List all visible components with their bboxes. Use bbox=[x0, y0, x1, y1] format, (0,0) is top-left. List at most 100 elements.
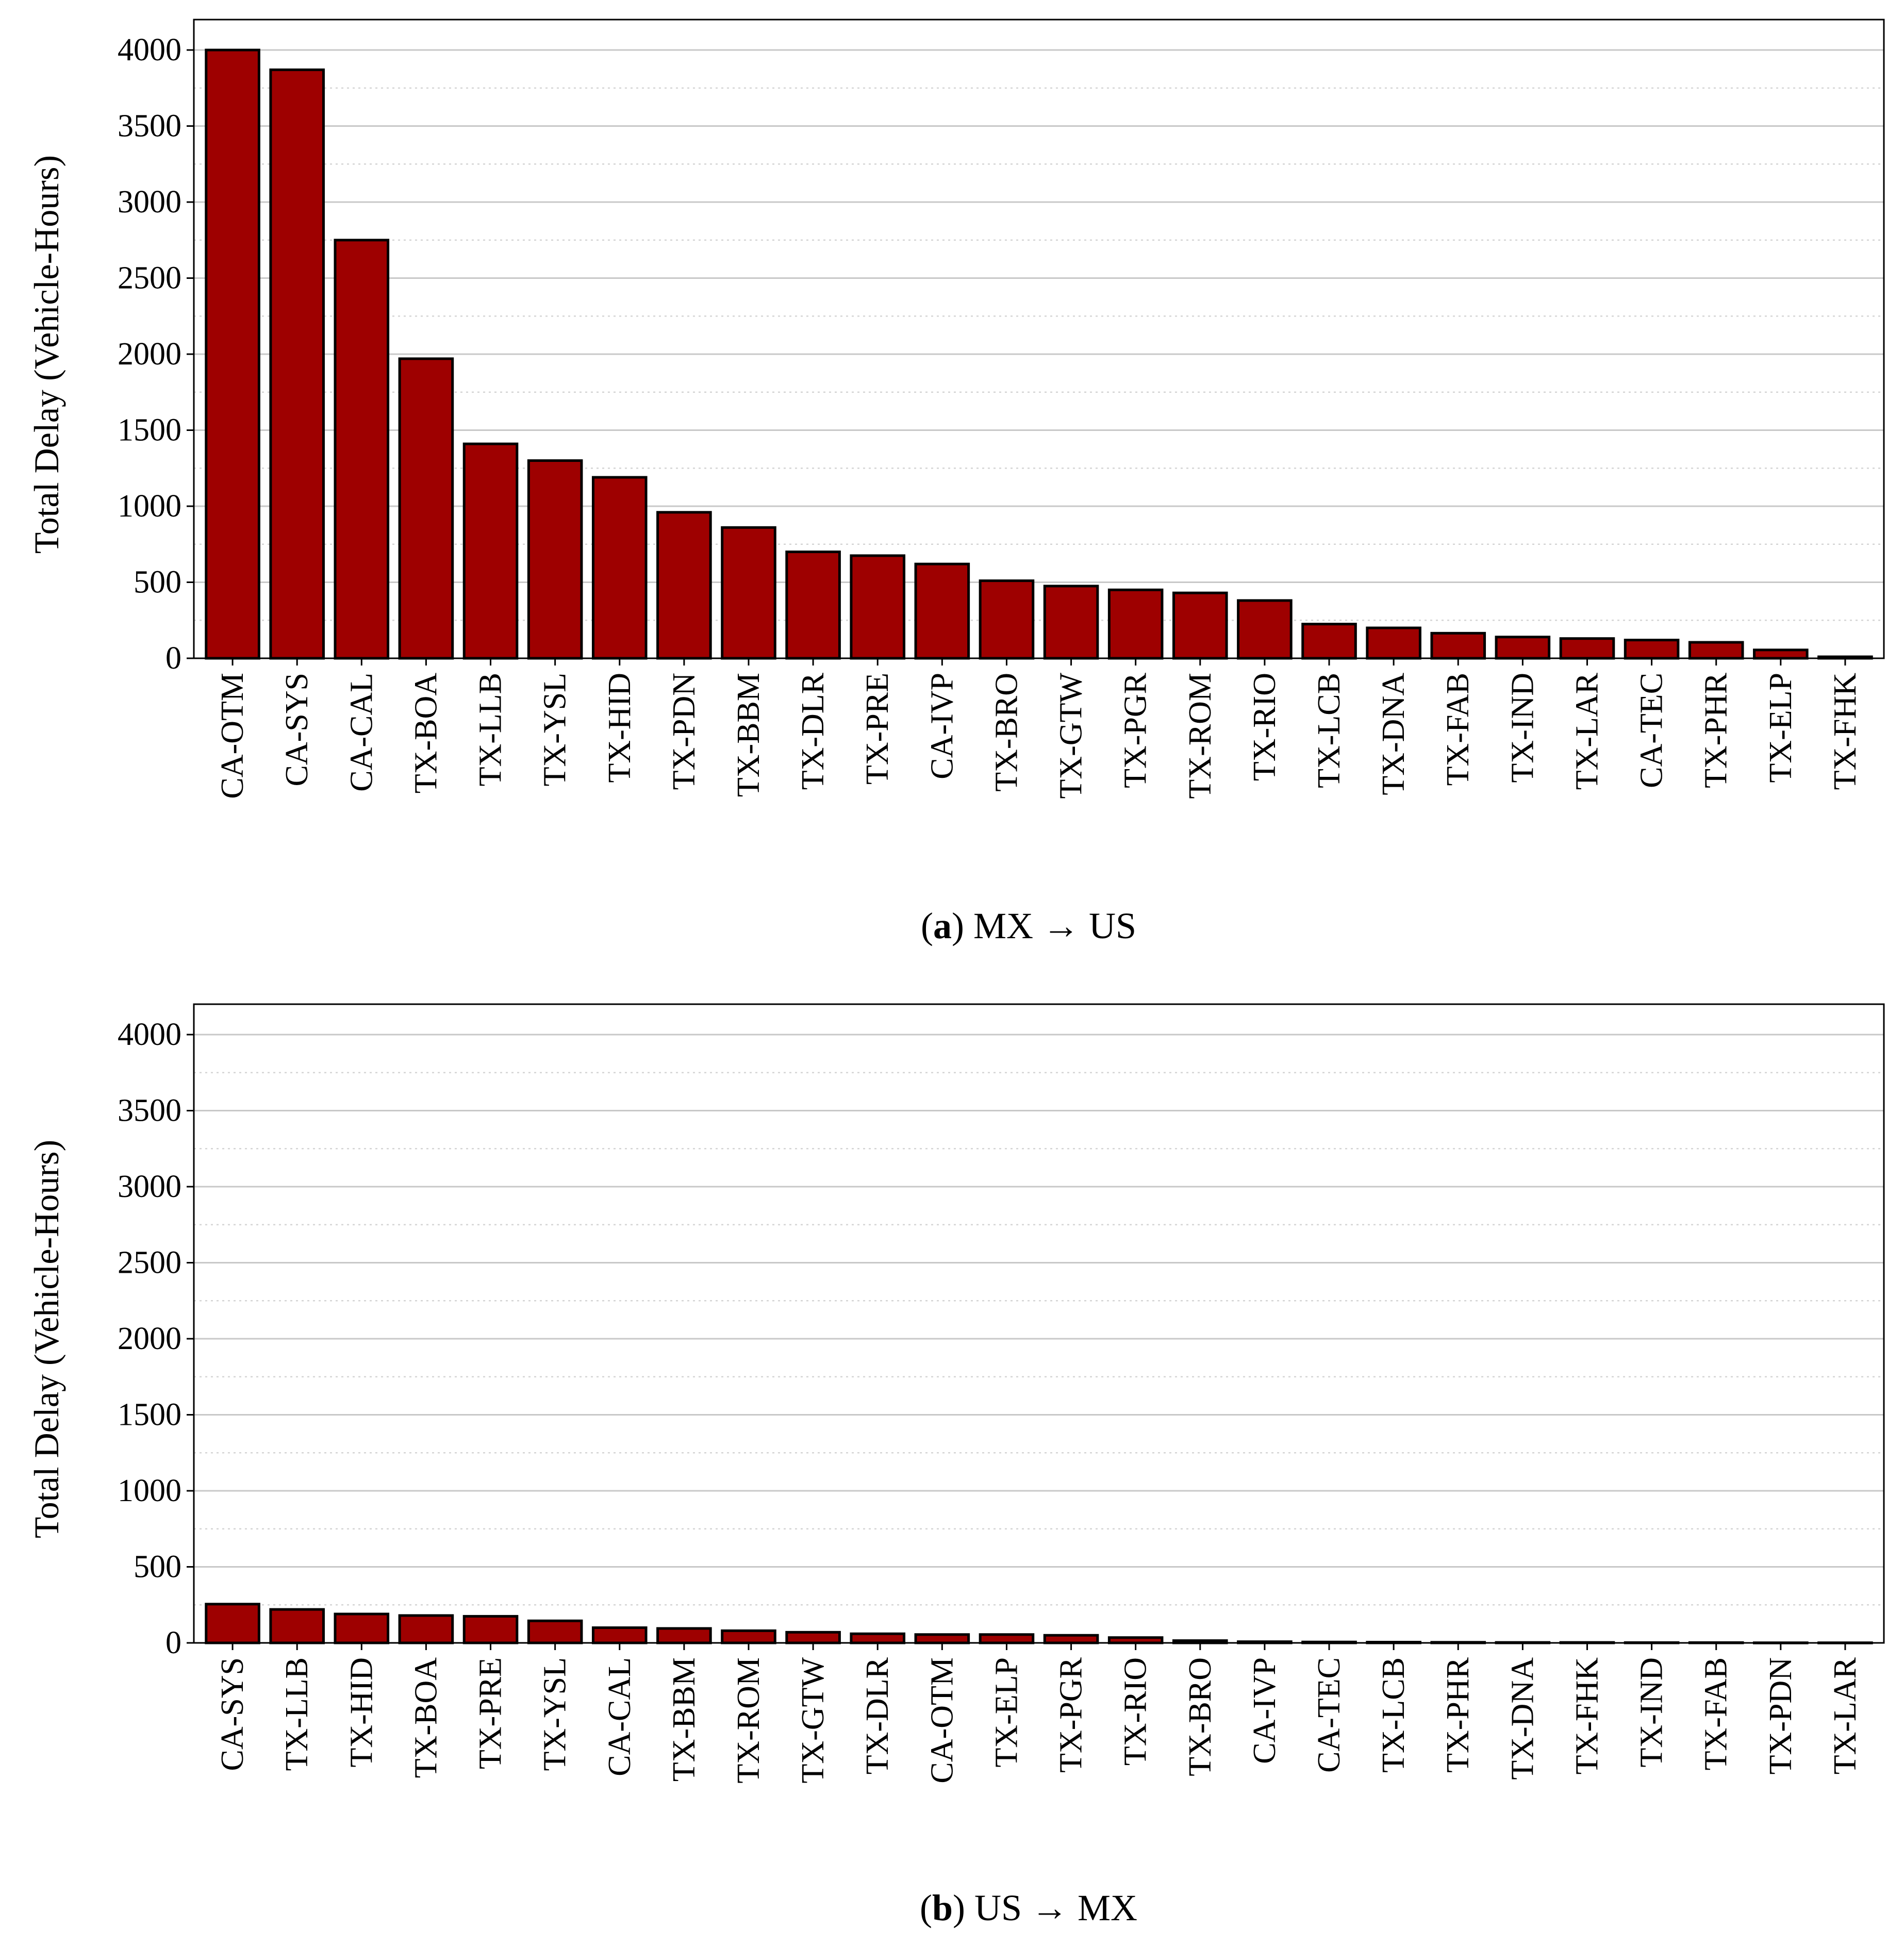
x-tick-label: TX-PRE bbox=[860, 673, 895, 785]
x-tick-label: TX-DLR bbox=[860, 1657, 895, 1774]
x-tick-label: TX-DNA bbox=[1505, 1657, 1540, 1780]
bar-ca-otm bbox=[205, 48, 260, 660]
y-tick-label: 3500 bbox=[118, 109, 181, 144]
x-tick-label: TX-HID bbox=[602, 673, 637, 783]
bar-tx-ind bbox=[1495, 636, 1551, 660]
chart-panel-a: CA-OTM CA-SYS CA-CAL TX-BOA TX-LLB TX-YSL TX-H… bbox=[27, 19, 1885, 946]
y-tick-label: 4000 bbox=[118, 1017, 181, 1052]
x-tick-label: TX-LCB bbox=[1312, 673, 1347, 788]
bar-tx-dlr bbox=[850, 1632, 906, 1644]
x-tick-labels: CA-OTM CA-SYS CA-CAL TX-BOA TX-LLB TX-YSL TX-H… bbox=[215, 658, 1863, 799]
bar-ca-sys bbox=[269, 68, 325, 660]
bar-tx-pgr bbox=[1043, 1634, 1099, 1644]
x-tick-label: TX-ELP bbox=[1763, 673, 1798, 783]
x-tick-label: CA-SYS bbox=[215, 1657, 250, 1771]
x-tick-label: TX-FHK bbox=[1569, 1657, 1604, 1775]
bar-tx-llb bbox=[269, 1608, 325, 1644]
x-tick-label: CA-TEC bbox=[1634, 673, 1669, 788]
x-tick-label: TX-DNA bbox=[1376, 673, 1411, 795]
y-tick-label: 2000 bbox=[118, 1321, 181, 1356]
x-tick-label: TX-PRE bbox=[473, 1657, 508, 1769]
x-tick-label: TX-PGR bbox=[1054, 1657, 1089, 1773]
x-tick-label: CA-IVP bbox=[1247, 1657, 1282, 1764]
x-tick-labels: CA-SYS TX-LLB TX-HID TX-BOA TX-PRE TX-YSL CA-C… bbox=[215, 1643, 1863, 1784]
x-tick-label: TX-LLB bbox=[279, 1657, 314, 1771]
bar-tx-rom bbox=[721, 1629, 776, 1644]
x-tick-label: TX-LCB bbox=[1376, 1657, 1411, 1773]
x-tick-label: TX-HID bbox=[344, 1657, 379, 1768]
bar-tx-llb bbox=[462, 442, 519, 660]
y-tick-label: 0 bbox=[165, 1625, 181, 1660]
bar-tx-rom bbox=[1172, 591, 1228, 660]
panel-caption: (a) MX → US bbox=[921, 905, 1136, 946]
bar-tx-rio bbox=[1107, 1636, 1164, 1644]
bar-tx-bbm bbox=[721, 526, 776, 660]
bar-tx-elp bbox=[979, 1633, 1035, 1644]
plot-frame bbox=[193, 19, 1885, 659]
x-tick-label: TX-DLR bbox=[796, 672, 831, 790]
y-tick-label: 0 bbox=[165, 641, 181, 676]
plot-frame bbox=[193, 1003, 1885, 1644]
bar-ca-cal bbox=[334, 239, 390, 660]
chart-panel-b: CA-SYS TX-LLB TX-HID TX-BOA TX-PRE TX-YSL CA-C… bbox=[27, 1003, 1885, 1928]
x-tick-label: TX-ROM bbox=[731, 1657, 766, 1784]
x-tick-label: CA-CAL bbox=[344, 673, 379, 792]
x-tick-label: TX-LLB bbox=[473, 673, 508, 786]
bars bbox=[205, 48, 1873, 660]
x-tick-label: TX-YSL bbox=[538, 1657, 573, 1771]
y-axis-title: Total Delay (Vehicle-Hours) bbox=[27, 155, 66, 554]
x-tick-label: TX-PHR bbox=[1699, 672, 1734, 788]
bars bbox=[205, 1603, 1873, 1644]
bar-tx-ysl bbox=[527, 1619, 583, 1644]
bar-tx-lar bbox=[1559, 637, 1615, 660]
bar-ca-sys bbox=[205, 1603, 260, 1644]
y-tick-label: 2000 bbox=[118, 337, 181, 372]
panel-label: a bbox=[933, 905, 952, 946]
grid bbox=[194, 49, 1884, 621]
grid bbox=[194, 1034, 1884, 1606]
x-tick-label: TX-PDN bbox=[1763, 1657, 1798, 1774]
y-tick-label: 1500 bbox=[118, 413, 181, 448]
bar-tx-boa bbox=[398, 357, 454, 660]
bar-tx-bro bbox=[979, 579, 1035, 660]
bar-tx-rio bbox=[1237, 599, 1293, 660]
x-tick-label: CA-SYS bbox=[279, 673, 314, 787]
y-tick-label: 500 bbox=[134, 565, 181, 600]
x-tick-label: CA-OTM bbox=[924, 1657, 959, 1784]
x-tick-label: TX-RIO bbox=[1247, 673, 1282, 781]
x-tick-label: TX-PDN bbox=[667, 673, 702, 790]
panel-caption: (b) US → MX bbox=[920, 1887, 1137, 1928]
x-tick-label: TX-LAR bbox=[1569, 672, 1604, 790]
y-tick-label: 3000 bbox=[118, 1169, 181, 1204]
bar-ca-ivp bbox=[914, 562, 970, 660]
x-tick-label: TX-BOA bbox=[408, 673, 443, 793]
x-tick-label: TX-BOA bbox=[408, 1657, 443, 1778]
bar-ca-cal bbox=[591, 1626, 648, 1644]
y-axis-title: Total Delay (Vehicle-Hours) bbox=[27, 1140, 66, 1538]
x-tick-label: TX-FAB bbox=[1699, 1657, 1734, 1770]
y-tick-label: 3000 bbox=[118, 185, 181, 220]
x-tick-label: CA-CAL bbox=[602, 1657, 637, 1776]
y-axis: 0 500 1000 1500 2000 2500 3000 3500 4000 bbox=[118, 1017, 194, 1660]
x-tick-label: TX-IND bbox=[1634, 1657, 1669, 1768]
bar-tx-pre bbox=[462, 1615, 519, 1644]
y-tick-label: 1000 bbox=[118, 489, 181, 524]
bar-tx-elp bbox=[1753, 648, 1809, 660]
bar-tx-pdn bbox=[656, 511, 712, 660]
x-tick-label: TX-BRO bbox=[1183, 1657, 1218, 1776]
bar-tx-pre bbox=[850, 554, 906, 660]
y-tick-label: 3500 bbox=[118, 1093, 181, 1128]
bar-tx-phr bbox=[1688, 641, 1744, 660]
y-tick-label: 500 bbox=[134, 1550, 181, 1585]
x-tick-label: TX-GTW bbox=[796, 1657, 831, 1784]
y-tick-label: 1500 bbox=[118, 1398, 181, 1433]
bar-tx-fab bbox=[1430, 631, 1486, 660]
x-tick-label: CA-TEC bbox=[1312, 1657, 1347, 1773]
x-tick-label: CA-IVP bbox=[924, 673, 959, 779]
bar-tx-gtw bbox=[785, 1631, 841, 1644]
y-axis: 0 500 1000 1500 2000 2500 3000 3500 4000 bbox=[118, 32, 194, 676]
x-tick-label: CA-OTM bbox=[215, 673, 250, 799]
y-tick-label: 2500 bbox=[118, 261, 181, 296]
x-tick-label: TX-GTW bbox=[1054, 673, 1089, 799]
